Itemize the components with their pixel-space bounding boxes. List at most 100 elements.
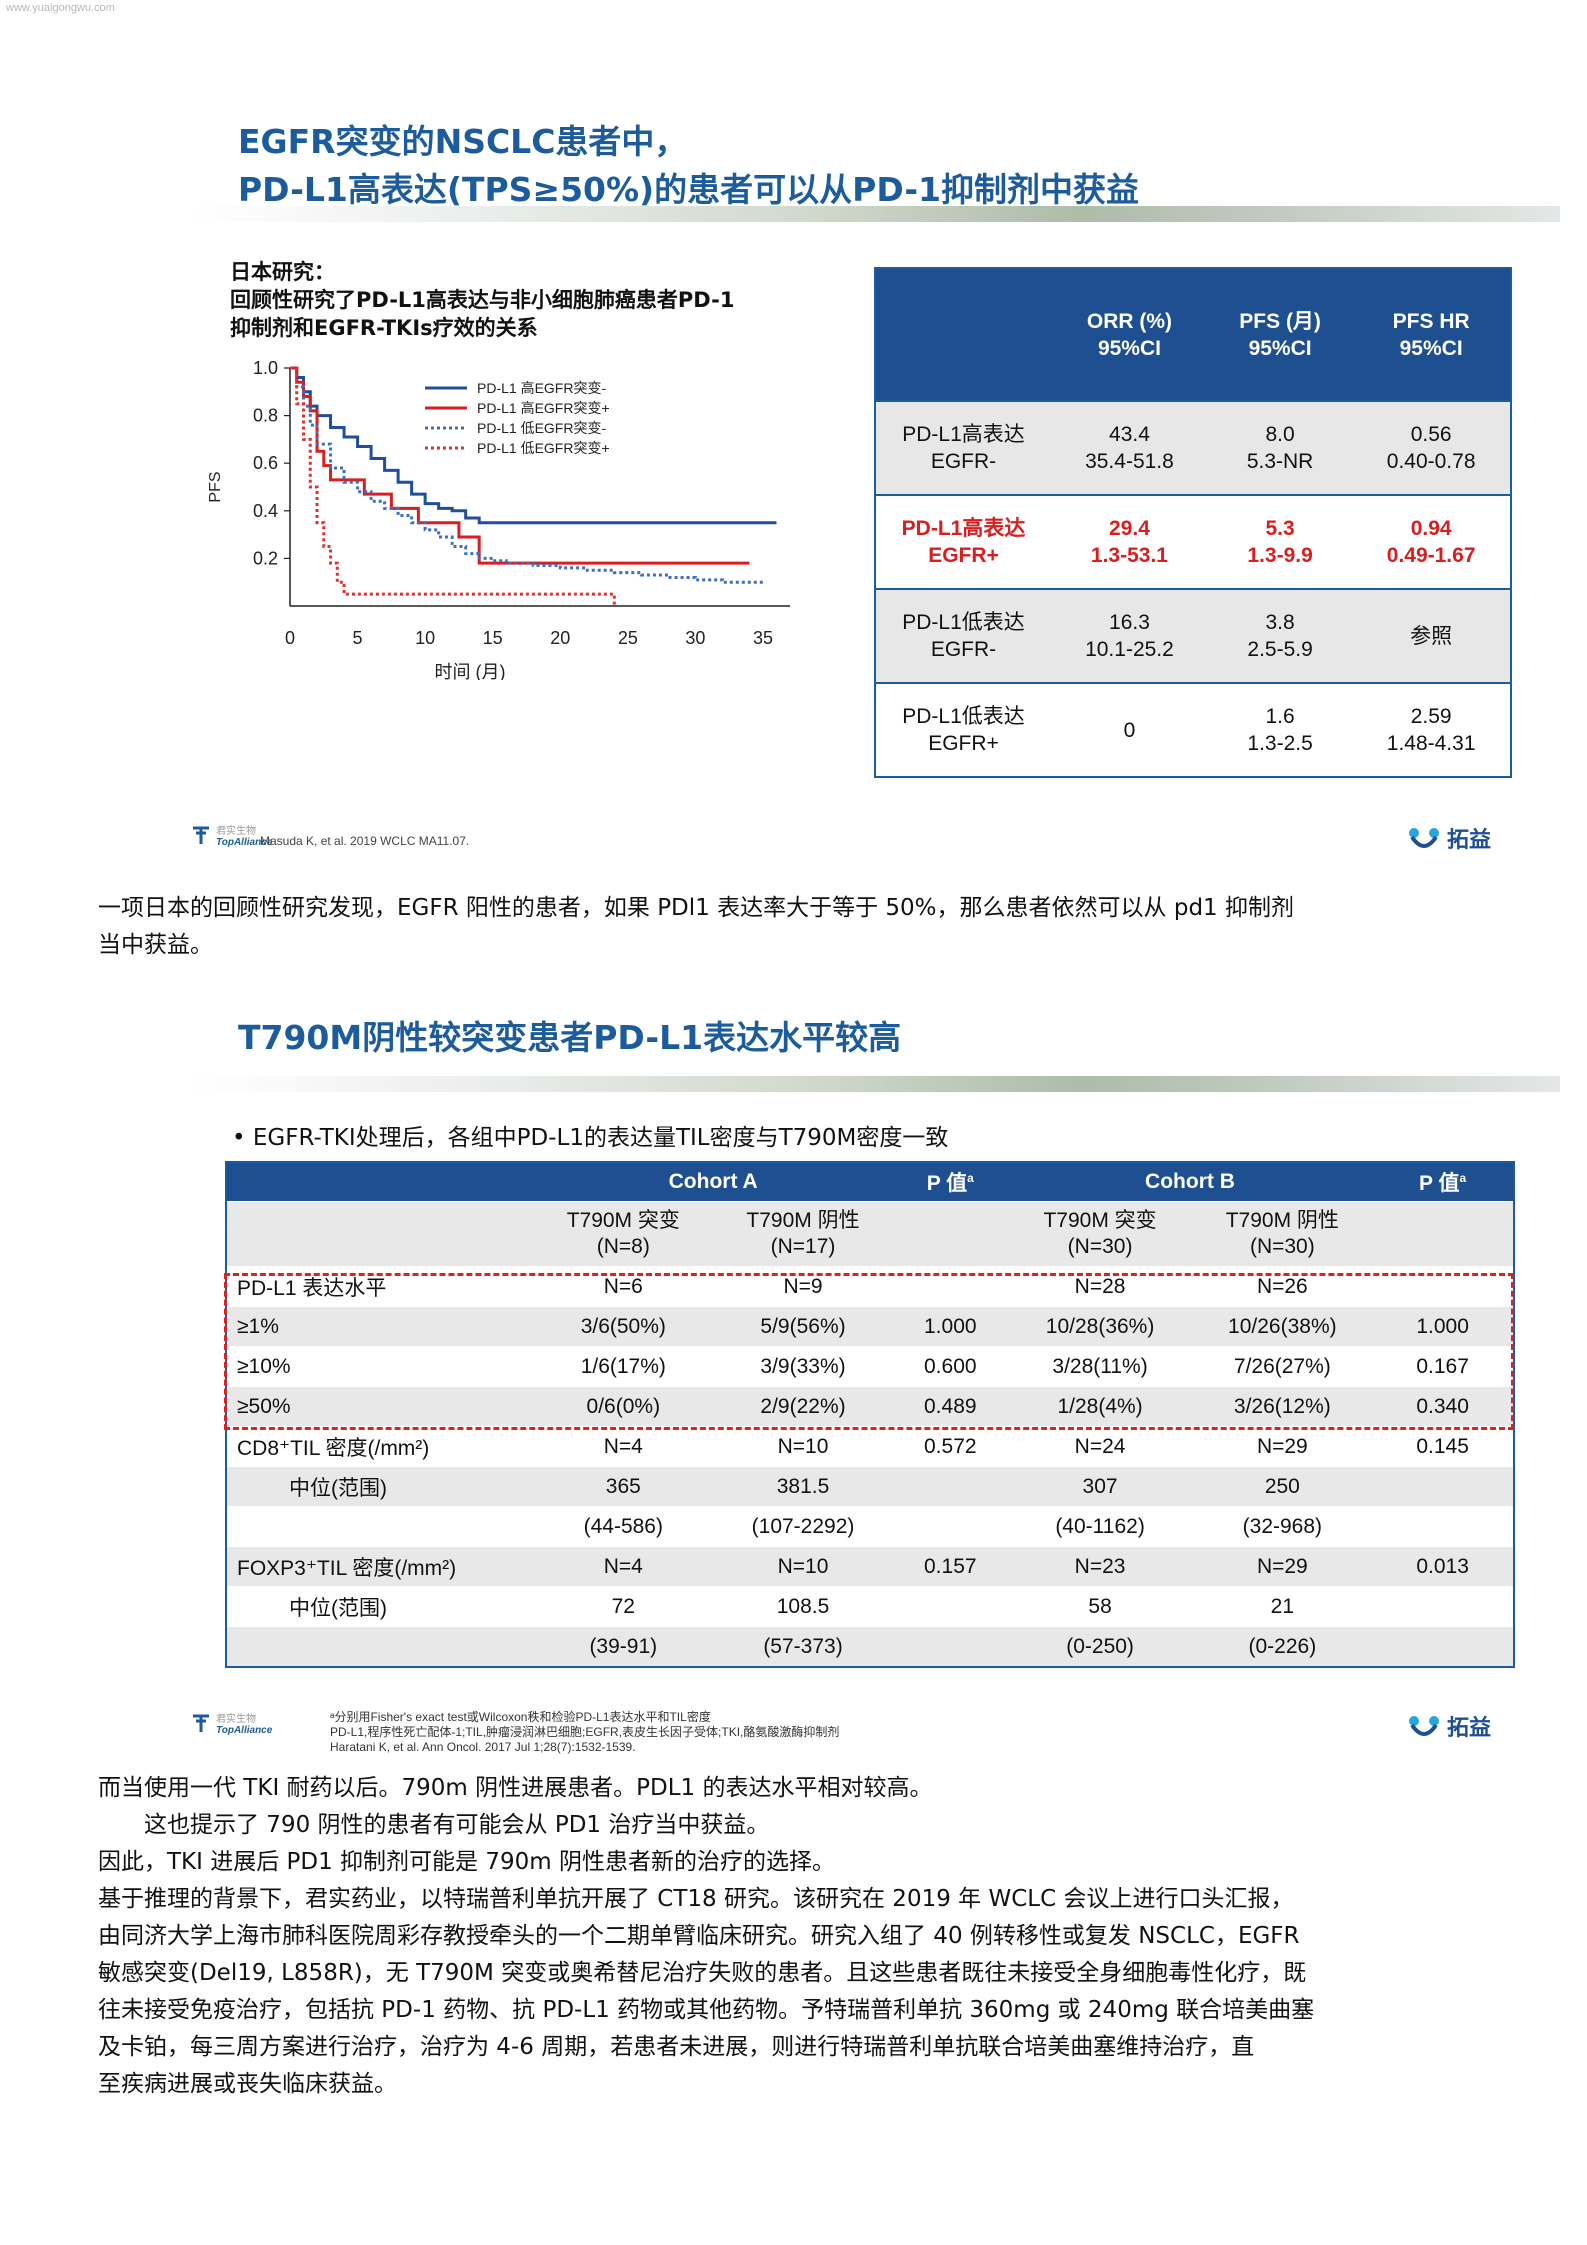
legend-label: PD-L1 低EGFR突变-: [477, 420, 606, 436]
table-cell: [1372, 1626, 1514, 1667]
table-cell: [1372, 1586, 1514, 1627]
table-cell: [1372, 1266, 1514, 1307]
blank-cell: [892, 1201, 1008, 1267]
table-cell: 3/9(33%): [713, 1346, 893, 1387]
table-cell: N=4: [533, 1546, 714, 1587]
row-label: PD-L1低表达 EGFR-: [875, 588, 1051, 683]
table-cell: 0.013: [1372, 1546, 1514, 1587]
citation: Masuda K, et al. 2019 WCLC MA11.07.: [260, 834, 470, 848]
table-row: 中位(范围) 365 381.5 307 250: [226, 1466, 1514, 1507]
table-cell: 10/26(38%): [1192, 1306, 1373, 1347]
table-cell: 72: [533, 1586, 714, 1627]
slide-2-title: T790M阴性较突变患者PD-L1表达水平较高: [238, 1018, 902, 1057]
y-tick-label: 0.8: [253, 406, 278, 426]
row-label: ≥10%: [226, 1346, 534, 1387]
table-cell: 365: [533, 1466, 714, 1507]
table-cell: 2/9(22%): [713, 1386, 893, 1427]
row-label: PD-L1 表达水平: [226, 1266, 534, 1307]
x-tick-label: 5: [353, 628, 363, 648]
table-cell: 0.600: [892, 1346, 1008, 1387]
title-banner: [190, 206, 1560, 222]
table-cell: N=10: [713, 1426, 893, 1467]
table-cell: 10/28(36%): [1007, 1306, 1193, 1347]
table-cell: 0.489: [892, 1386, 1008, 1427]
paragraph-1-line-2: 当中获益。: [98, 932, 213, 958]
row-label: [226, 1506, 534, 1547]
row-label: ≥1%: [226, 1306, 534, 1347]
table-row: (39-91) (57-373) (0-250) (0-226): [226, 1626, 1514, 1667]
logo-cn: 君实生物: [216, 1714, 256, 1725]
paragraph-line: 至疾病进展或丧失临床获益。: [98, 2071, 397, 2097]
efficacy-table: ORR (%) 95%CI PFS (月) 95%CI PFS HR 95%CI PD…: [874, 267, 1512, 778]
tuoyi-text: 拓益: [1447, 1715, 1492, 1740]
table-cell: N=9: [713, 1266, 893, 1307]
table-cell: (32-968): [1192, 1506, 1373, 1547]
row-label: PD-L1高表达 EGFR+: [875, 494, 1051, 589]
footnotes: ᵃ分别用Fisher's exact test或Wilcoxon秩和检验PD-L…: [330, 1710, 839, 1755]
table-row: PD-L1低表达 EGFR- 16.3 10.1-25.2 3.8 2.5-5.9 参…: [875, 588, 1511, 683]
table-cell: 0.167: [1372, 1346, 1514, 1387]
table-cell: 0.145: [1372, 1426, 1514, 1467]
table-cell: N=28: [1007, 1266, 1193, 1307]
y-tick-label: 0.6: [253, 453, 278, 473]
table-cell: [892, 1466, 1008, 1507]
topalliance-logo-icon: [190, 1712, 212, 1734]
table-cell: 1/6(17%): [533, 1346, 714, 1387]
table-cell: [892, 1266, 1008, 1307]
x-tick-label: 10: [415, 628, 435, 648]
table-row: 中位(范围) 72 108.5 58 21: [226, 1586, 1514, 1627]
table-cell: (0-226): [1192, 1626, 1373, 1667]
slide-2: T790M阴性较突变患者PD-L1表达水平较高 • EGFR-TKI处理后，各组…: [190, 1010, 1560, 1754]
subheader-cell: T790M 阴性 (N=17): [713, 1201, 893, 1267]
table-cell: 5/9(56%): [713, 1306, 893, 1347]
hr-cell: 0.56 0.40-0.78: [1352, 400, 1511, 495]
paragraph-line: 因此，TKI 进展后 PD1 抑制剂可能是 790m 阴性患者新的治疗的选择。: [98, 1849, 835, 1875]
km-series-line: [290, 366, 616, 606]
table-cell: [892, 1506, 1008, 1547]
subheader-row: T790M 突变 (N=8) T790M 阴性 (N=17) T790M 突变 (N=…: [226, 1201, 1514, 1267]
tuoyi-text: 拓益: [1447, 827, 1492, 852]
watermark: www.yuaigongwu.com: [6, 2, 115, 14]
table-cell: 3/6(50%): [533, 1306, 714, 1347]
row-label: PD-L1低表达 EGFR+: [875, 682, 1051, 777]
paragraph-line: 基于推理的背景下，君实药业，以特瑞普利单抗开展了 CT18 研究。该研究在 20…: [98, 1886, 1294, 1912]
logo-en: TopAlliance: [216, 837, 273, 848]
table-cell: 21: [1192, 1586, 1373, 1627]
table-cell: (57-373): [713, 1626, 893, 1667]
table-cell: 7/26(27%): [1192, 1346, 1373, 1387]
hr-cell: 0.94 0.49-1.67: [1352, 494, 1511, 589]
hr-cell: 参照: [1352, 588, 1511, 683]
x-tick-label: 35: [753, 628, 773, 648]
table-cell: 0.340: [1372, 1386, 1514, 1427]
bullet-dot: •: [232, 1125, 253, 1151]
x-tick-label: 30: [685, 628, 705, 648]
subheader-cell: T790M 突变 (N=30): [1007, 1201, 1193, 1267]
table-cell: N=10: [713, 1546, 893, 1587]
study-heading: 日本研究：: [230, 260, 335, 284]
table-cell: 3/26(12%): [1192, 1386, 1373, 1427]
paragraph-line: 往未接受免疫治疗，包括抗 PD-1 药物、抗 PD-L1 药物或其他药物。予特瑞…: [98, 1997, 1315, 2023]
orr-cell: 29.4 1.3-53.1: [1051, 494, 1208, 589]
pdl1-table: Cohort A P 值a Cohort B P 值a T790M 突变 (N=8…: [225, 1161, 1515, 1668]
table-cell: 58: [1007, 1586, 1193, 1627]
table-cell: 1.000: [892, 1306, 1008, 1347]
bullet-point: • EGFR-TKI处理后，各组中PD-L1的表达量TIL密度与T790M密度一…: [232, 1118, 948, 1152]
table-cell: N=26: [1192, 1266, 1373, 1307]
header-cohort-a: Cohort A: [533, 1162, 893, 1202]
y-tick-label: 0.2: [253, 548, 278, 568]
table-row: PD-L1低表达 EGFR+ 0 1.6 1.3-2.5 2.59 1.48-4.31: [875, 682, 1511, 777]
table-cell: 0.157: [892, 1546, 1008, 1587]
study-desc-line-1: 回顾性研究了PD-L1高表达与非小细胞肺癌患者PD-1: [230, 288, 735, 312]
header-blank: [226, 1162, 534, 1202]
hr-cell: 2.59 1.48-4.31: [1352, 682, 1511, 777]
table-row: CD8⁺TIL 密度(/mm²) N=4 N=10 0.572 N=24 N=29 0.14…: [226, 1426, 1514, 1467]
subheader-cell: T790M 阴性 (N=30): [1192, 1201, 1373, 1267]
table-cell: (40-1162): [1007, 1506, 1193, 1547]
table-cell: N=6: [533, 1266, 714, 1307]
x-tick-label: 20: [550, 628, 570, 648]
paragraph-2: 而当使用一代 TKI 耐药以后。790m 阴性进展患者。PDL1 的表达水平相对…: [98, 1770, 1498, 2103]
footnote-2: PD-L1,程序性死亡配体-1;TIL,肿瘤浸润淋巴细胞;EGFR,表皮生长因子…: [330, 1725, 840, 1739]
table-row-highlighted: PD-L1高表达 EGFR+ 29.4 1.3-53.1 5.3 1.3-9.9 0.…: [875, 494, 1511, 589]
pfs-cell: 1.6 1.3-2.5: [1207, 682, 1353, 777]
table-cell: 1.000: [1372, 1306, 1514, 1347]
